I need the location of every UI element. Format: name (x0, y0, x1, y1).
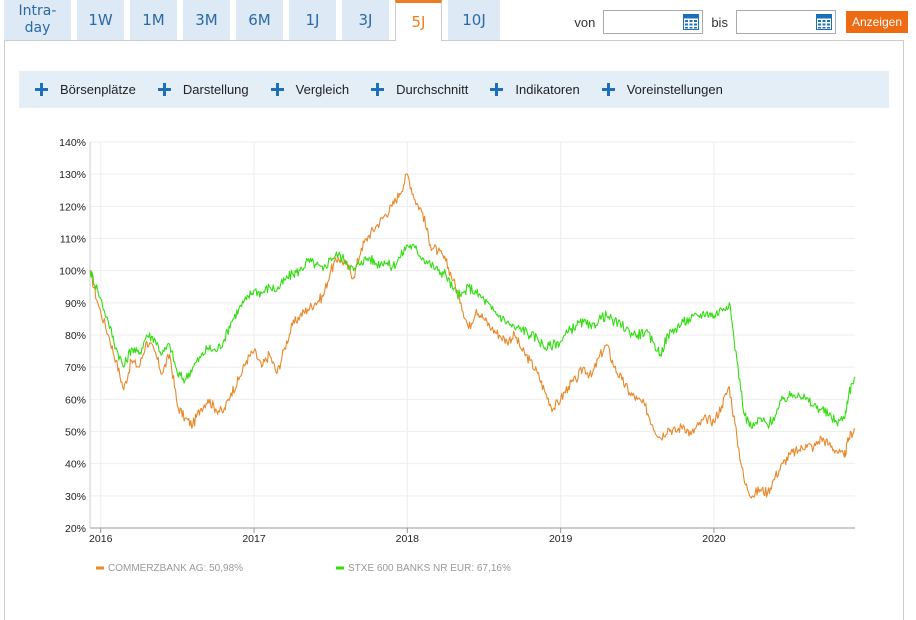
period-tabs: Intra- day 1W 1M 3M 6M 1J 3J 5J 10J (4, 0, 500, 41)
from-date-field[interactable] (603, 10, 704, 34)
y-tick-label: 90% (65, 298, 86, 310)
tab-10j[interactable]: 10J (448, 0, 500, 40)
option-durchschnitt[interactable]: Durchschnitt (371, 82, 468, 97)
from-label: von (574, 14, 596, 30)
legend-entry: COMMERZBANK AG: 50,98% (108, 563, 243, 574)
tab-6m[interactable]: 6M (236, 0, 283, 40)
tab-3j[interactable]: 3J (342, 0, 389, 40)
options-bar: Börsenplätze Darstellung Vergleich Durchsch… (19, 71, 889, 108)
y-tick-label: 60% (65, 394, 86, 406)
chart-panel (4, 40, 904, 620)
option-label: Vergleich (295, 82, 350, 97)
tab-1w[interactable]: 1W (77, 0, 124, 40)
option-label: Durchschnitt (396, 82, 469, 97)
option-voreinstellungen[interactable]: Voreinstellungen (601, 82, 723, 97)
show-button[interactable]: Anzeigen (845, 11, 908, 33)
y-tick-label: 80% (65, 330, 86, 342)
plus-icon (371, 83, 385, 96)
y-tick-label: 130% (59, 169, 86, 181)
option-label: Voreinstellungen (626, 82, 723, 97)
x-tick-label: 2016 (89, 533, 113, 545)
y-tick-label: 110% (60, 234, 86, 246)
y-tick-label: 140% (59, 137, 86, 149)
y-tick-label: 50% (65, 427, 86, 439)
to-date-input[interactable] (736, 11, 815, 33)
option-boersenplaetze[interactable]: Börsenplätze (35, 82, 136, 97)
option-label: Börsenplätze (60, 82, 136, 97)
plus-icon (490, 83, 504, 96)
date-range: von bis Anzeigen (572, 10, 908, 34)
option-indikatoren[interactable]: Indikatoren (490, 82, 580, 97)
calendar-icon[interactable] (815, 14, 832, 30)
from-date-input[interactable] (604, 11, 683, 33)
plus-icon (35, 83, 48, 96)
series-line-2 (89, 243, 856, 429)
option-label: Indikatoren (515, 82, 580, 97)
plus-icon (157, 83, 171, 96)
tab-1m[interactable]: 1M (130, 0, 177, 40)
y-tick-label: 70% (65, 362, 86, 374)
plus-icon (270, 83, 284, 96)
y-tick-label: 30% (65, 491, 86, 503)
tab-1j[interactable]: 1J (289, 0, 336, 40)
option-vergleich[interactable]: Vergleich (270, 82, 350, 97)
tab-intraday[interactable]: Intra- day (4, 0, 71, 40)
x-tick-label: 2018 (396, 533, 420, 545)
to-label: bis (711, 14, 728, 30)
y-tick-label: 100% (59, 266, 86, 278)
tab-3m[interactable]: 3M (183, 0, 230, 40)
legend-entry: STXE 600 BANKS NR EUR: 67,16% (348, 563, 511, 574)
tab-5j[interactable]: 5J (395, 0, 442, 41)
x-tick-label: 2020 (702, 533, 726, 545)
calendar-icon[interactable] (683, 14, 700, 30)
to-date-field[interactable] (735, 10, 836, 34)
series-line-1 (90, 173, 856, 499)
y-tick-label: 40% (65, 459, 86, 471)
x-tick-label: 2017 (242, 533, 266, 545)
y-tick-label: 20% (65, 523, 86, 535)
y-tick-label: 120% (59, 201, 86, 213)
option-darstellung[interactable]: Darstellung (157, 82, 249, 97)
option-label: Darstellung (182, 82, 249, 97)
x-tick-label: 2019 (549, 533, 573, 545)
plus-icon (601, 83, 615, 96)
